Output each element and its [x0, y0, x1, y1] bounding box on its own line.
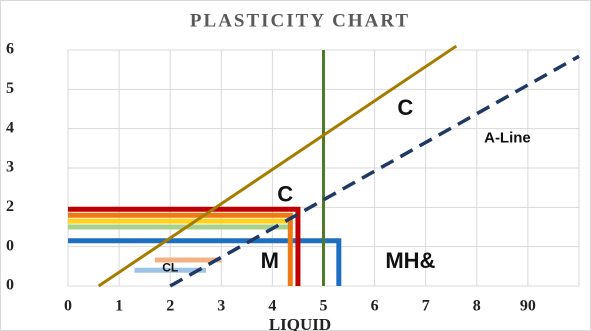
series-line — [169, 54, 580, 288]
x-tick-label: 5 — [320, 298, 328, 315]
x-tick-label: 90 — [520, 298, 536, 315]
annotation: C — [397, 95, 413, 120]
x-tick-label: 6 — [371, 298, 379, 315]
annotation: CL — [162, 260, 178, 274]
x-tick-label: 3 — [217, 298, 225, 315]
annotation: MH& — [385, 248, 435, 273]
y-tick-label: 2 — [6, 198, 14, 215]
series-line — [68, 238, 342, 286]
y-tick-label: 6 — [6, 41, 14, 58]
x-tick-label: 1 — [115, 298, 123, 315]
annotation: M — [261, 248, 279, 273]
x-tick-label: 7 — [422, 298, 430, 315]
x-tick-label: 2 — [166, 298, 174, 315]
x-tick-label: 8 — [473, 298, 481, 315]
x-tick-label: 0 — [64, 298, 72, 315]
series-line — [97, 44, 458, 288]
y-tick-label: 4 — [6, 119, 14, 136]
y-tick-label: 3 — [6, 159, 14, 176]
y-tick-label: 0 — [6, 277, 14, 294]
y-tick-label: 0 — [6, 237, 14, 254]
series-line — [68, 212, 293, 286]
y-tick-label: 5 — [6, 80, 14, 97]
x-tick-label: 4 — [268, 298, 276, 315]
annotation: C — [277, 181, 293, 206]
x-axis-label: LIQUID — [269, 315, 331, 331]
series-line — [68, 206, 301, 286]
annotation: A-Line — [484, 129, 531, 146]
chart-title: PLASTICITY CHART — [190, 10, 410, 31]
